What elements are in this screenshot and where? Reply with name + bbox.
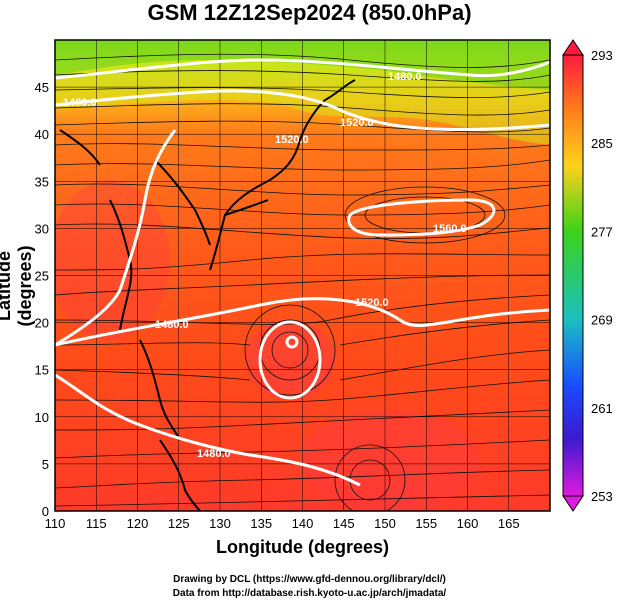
colorbar-tick-label: 269 (591, 313, 613, 328)
contour-label: 1480.0 (388, 71, 422, 83)
y-tick-label: 30 (35, 221, 49, 236)
x-axis-ticks: 110 115 120 125 130 135 140 145 150 155 160 165 (45, 516, 520, 531)
colorbar-tick-label: 253 (591, 489, 613, 504)
chart-title: GSM 12Z12Sep2024 (850.0hPa) (147, 0, 472, 25)
contour-labels: 1480.0 1480.0 1520.0 1520.0 1560.0 1480.… (63, 71, 467, 460)
warm-area-south (300, 410, 480, 510)
contour-label: 1480.0 (197, 448, 231, 460)
contour-label: 1480.0 (155, 319, 189, 331)
y-tick-label: 5 (42, 457, 49, 472)
y-tick-label: 10 (35, 410, 49, 425)
x-tick-label: 150 (374, 516, 396, 531)
y-tick-label: 35 (35, 174, 49, 189)
contour-label: 1520.0 (275, 134, 309, 146)
y-tick-label: 25 (35, 269, 49, 284)
colorbar-tick-label: 261 (591, 401, 613, 416)
y-tick-label: 45 (35, 80, 49, 95)
x-tick-label: 160 (457, 516, 479, 531)
x-tick-label: 145 (333, 516, 355, 531)
y-tick-label: 40 (35, 127, 49, 142)
contour-label: 1520.0 (340, 117, 374, 129)
y-tick-label: 0 (42, 504, 49, 519)
x-tick-label: 125 (168, 516, 190, 531)
x-tick-label: 110 (45, 516, 66, 531)
warm-core (245, 320, 335, 400)
x-tick-label: 130 (209, 516, 231, 531)
x-axis-label: Longitude (degrees) (215, 537, 389, 557)
plot-frame (54, 39, 551, 512)
y-tick-label: 20 (35, 316, 49, 331)
streamlines (55, 53, 550, 511)
credit-line-2: Data from http://database.rish.kyoto-u.a… (172, 588, 447, 599)
colorbar: 293 285 277 269 261 253 (562, 39, 613, 512)
y-tick-label: 15 (35, 363, 49, 378)
credit-line-1: Drawing by DCL (https://www.gfd-dennou.o… (173, 574, 446, 585)
colorbar-tick-label: 285 (591, 136, 613, 151)
x-tick-label: 115 (86, 516, 107, 531)
contour-label: 1520.0 (355, 297, 389, 309)
y-axis-label: Latitude (degrees) (0, 245, 35, 327)
x-tick-label: 165 (498, 516, 520, 531)
y-axis-ticks: 0 5 10 15 20 25 30 35 40 45 (35, 80, 49, 519)
grid-lines (55, 40, 550, 511)
colorbar-top-arrow (562, 39, 584, 56)
colorbar-scale (562, 54, 584, 497)
contour-label: 1560.0 (433, 223, 467, 235)
colorbar-tick-label: 277 (591, 224, 613, 239)
x-tick-label: 140 (292, 516, 314, 531)
x-tick-label: 120 (127, 516, 149, 531)
height-contours (55, 58, 550, 487)
contour-label: 1480.0 (63, 97, 97, 109)
x-tick-label: 155 (415, 516, 437, 531)
x-tick-label: 135 (250, 516, 272, 531)
colorbar-tick-label: 293 (591, 48, 613, 63)
colorbar-bottom-arrow (562, 495, 584, 512)
